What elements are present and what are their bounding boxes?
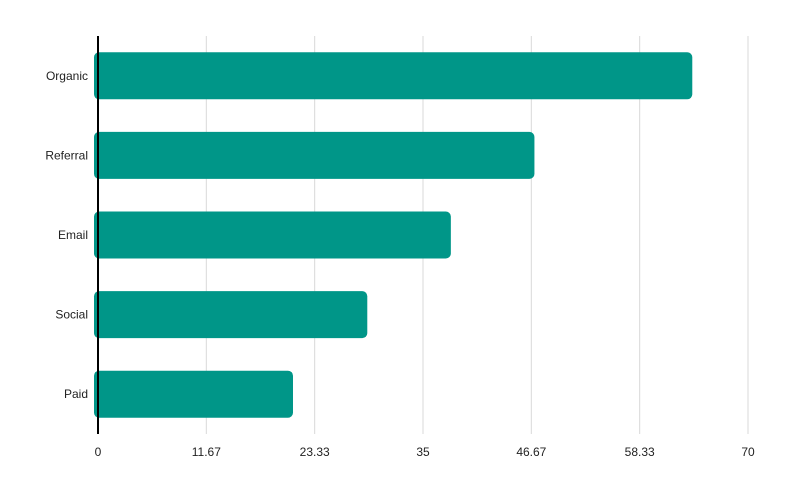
bar-social [94, 291, 368, 339]
x-tick-label: 0 [95, 445, 102, 459]
category-label: Email [58, 228, 88, 242]
category-label: Referral [45, 148, 88, 162]
x-tick-label: 70 [741, 445, 755, 459]
x-tick-label: 35 [416, 445, 430, 459]
category-label: Organic [46, 69, 88, 83]
category-label: Social [55, 308, 88, 322]
bars [94, 52, 693, 418]
category-labels: Organic Referral Email Social Paid [45, 69, 88, 401]
x-tick-labels: 0 11.67 23.33 35 46.67 58.33 70 [95, 445, 755, 459]
bar-paid [94, 370, 293, 418]
x-tick-label: 11.67 [192, 445, 221, 459]
bar-referral [94, 131, 535, 179]
bar-organic [94, 52, 693, 100]
category-label: Paid [64, 387, 88, 401]
x-tick-label: 23.33 [300, 445, 330, 459]
x-tick-label: 46.67 [516, 445, 546, 459]
x-tick-label: 58.33 [625, 445, 655, 459]
bar-email [94, 211, 451, 259]
